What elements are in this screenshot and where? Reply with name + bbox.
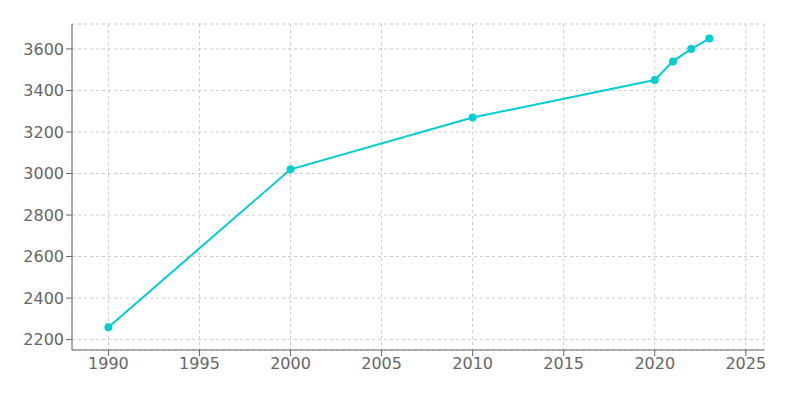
svg-text:3200: 3200 <box>23 123 64 142</box>
svg-text:2010: 2010 <box>452 354 493 373</box>
svg-text:1990: 1990 <box>88 354 129 373</box>
svg-text:2000: 2000 <box>270 354 311 373</box>
svg-text:2005: 2005 <box>361 354 402 373</box>
svg-text:2015: 2015 <box>543 354 584 373</box>
svg-text:1995: 1995 <box>179 354 220 373</box>
svg-text:2020: 2020 <box>634 354 675 373</box>
svg-text:2200: 2200 <box>23 330 64 349</box>
svg-text:2600: 2600 <box>23 247 64 266</box>
svg-text:2400: 2400 <box>23 289 64 308</box>
svg-text:2800: 2800 <box>23 206 64 225</box>
svg-text:2025: 2025 <box>725 354 766 373</box>
svg-text:3400: 3400 <box>23 81 64 100</box>
svg-text:3600: 3600 <box>23 40 64 59</box>
svg-text:3000: 3000 <box>23 164 64 183</box>
